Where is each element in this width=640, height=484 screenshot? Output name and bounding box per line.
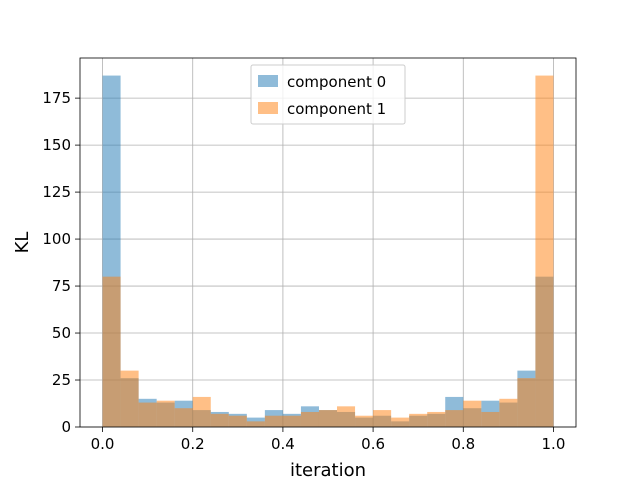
histogram-bar xyxy=(120,370,139,427)
histogram-bar xyxy=(391,417,410,427)
histogram-bar xyxy=(373,410,392,427)
histogram-bar xyxy=(102,276,121,427)
axis-ticks: 0.0 0.2 0.4 0.6 0.8 1.0 0 25 50 75 100 125 150 175 xyxy=(42,89,565,453)
series-1-bars xyxy=(102,75,554,428)
histogram-bar xyxy=(355,415,374,427)
histogram-bar xyxy=(499,398,518,427)
y-tick-label: 125 xyxy=(42,183,71,201)
histogram-bar xyxy=(246,421,265,427)
legend: component 0 component 1 xyxy=(250,64,406,125)
histogram-bar xyxy=(300,411,319,427)
x-tick-label: 0.0 xyxy=(91,435,115,453)
histogram-bars xyxy=(102,75,554,428)
legend-label: component 0 xyxy=(287,73,386,91)
histogram-bar xyxy=(282,415,301,427)
histogram-bar xyxy=(409,413,428,427)
histogram-bar xyxy=(156,400,175,427)
histogram-bar xyxy=(481,411,500,427)
x-tick-label: 0.4 xyxy=(271,435,295,453)
y-tick-label: 50 xyxy=(52,324,71,342)
y-tick-label: 100 xyxy=(42,230,71,248)
y-tick-label: 75 xyxy=(52,277,71,295)
histogram-bar xyxy=(228,415,247,427)
histogram-bar xyxy=(192,396,211,427)
histogram-bar xyxy=(463,400,482,427)
x-tick-label: 0.6 xyxy=(361,435,385,453)
legend-swatch xyxy=(258,102,278,114)
x-axis-label: iteration xyxy=(290,460,366,480)
plot-frame xyxy=(79,57,577,428)
legend-swatch xyxy=(258,75,278,87)
y-tick-label: 25 xyxy=(52,371,71,389)
y-tick-label: 0 xyxy=(61,418,71,436)
y-tick-label: 150 xyxy=(42,136,71,154)
histogram-bar xyxy=(138,402,157,427)
histogram-bar xyxy=(264,415,283,427)
x-tick-label: 0.2 xyxy=(181,435,205,453)
y-tick-label: 175 xyxy=(42,89,71,107)
histogram-bar xyxy=(210,413,229,427)
x-tick-label: 1.0 xyxy=(542,435,566,453)
legend-box xyxy=(250,64,406,125)
legend-label: component 1 xyxy=(287,100,386,118)
x-tick-label: 0.8 xyxy=(451,435,475,453)
series-0-bars xyxy=(102,75,554,428)
histogram-bar xyxy=(445,410,464,427)
histogram-bar xyxy=(337,406,356,427)
histogram-bar xyxy=(517,378,536,427)
histogram-bar xyxy=(535,75,554,428)
y-axis-label: KL xyxy=(12,232,33,254)
histogram-bar xyxy=(174,408,193,427)
histogram-bar xyxy=(318,410,338,427)
histogram-bar xyxy=(427,411,446,427)
